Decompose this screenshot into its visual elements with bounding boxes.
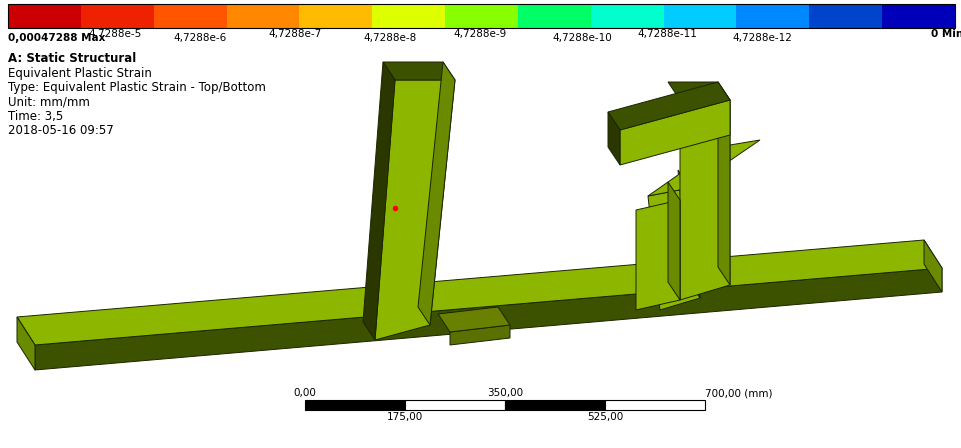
Text: Type: Equivalent Plastic Strain - Top/Bottom: Type: Equivalent Plastic Strain - Top/Bo… — [8, 81, 265, 94]
Text: 4,7288e-6: 4,7288e-6 — [174, 33, 227, 43]
Polygon shape — [382, 62, 455, 80]
Polygon shape — [437, 307, 509, 332]
Text: 4,7288e-12: 4,7288e-12 — [731, 33, 792, 43]
Bar — [808, 4, 881, 28]
Bar — [8, 4, 81, 28]
Bar — [305, 400, 405, 410]
Polygon shape — [375, 80, 455, 340]
Bar — [405, 400, 505, 410]
Bar — [226, 4, 299, 28]
Polygon shape — [648, 188, 700, 310]
Bar — [81, 4, 154, 28]
Text: 0 Min: 0 Min — [930, 29, 961, 39]
Polygon shape — [667, 182, 679, 300]
Text: 4,7288e-8: 4,7288e-8 — [362, 33, 416, 43]
Text: 0,00047288 Max: 0,00047288 Max — [8, 33, 106, 43]
Text: Unit: mm/mm: Unit: mm/mm — [8, 95, 89, 108]
Text: 350,00: 350,00 — [486, 388, 523, 398]
Text: 700,00 (mm): 700,00 (mm) — [704, 388, 772, 398]
Polygon shape — [678, 170, 700, 298]
Polygon shape — [607, 82, 729, 130]
Polygon shape — [418, 62, 455, 325]
Bar — [505, 400, 604, 410]
Text: 2018-05-16 09:57: 2018-05-16 09:57 — [8, 125, 113, 138]
Polygon shape — [17, 317, 35, 370]
Polygon shape — [635, 200, 679, 310]
Bar — [663, 4, 736, 28]
Text: 525,00: 525,00 — [586, 412, 623, 422]
Text: 4,7288e-5: 4,7288e-5 — [88, 29, 141, 39]
Bar — [154, 4, 226, 28]
Text: 4,7288e-9: 4,7288e-9 — [453, 29, 505, 39]
Polygon shape — [450, 325, 509, 345]
Bar — [517, 4, 590, 28]
Bar — [8, 4, 954, 28]
Bar — [445, 4, 517, 28]
Polygon shape — [717, 82, 729, 285]
Polygon shape — [667, 82, 729, 100]
Polygon shape — [679, 100, 729, 300]
Text: 4,7288e-11: 4,7288e-11 — [637, 29, 697, 39]
Polygon shape — [619, 100, 729, 165]
Text: A: Static Structural: A: Static Structural — [8, 52, 136, 65]
Text: 4,7288e-7: 4,7288e-7 — [268, 29, 321, 39]
Text: Time: 3,5: Time: 3,5 — [8, 110, 63, 123]
Bar — [299, 4, 372, 28]
Text: 4,7288e-10: 4,7288e-10 — [552, 33, 611, 43]
Polygon shape — [923, 240, 941, 292]
Bar — [881, 4, 954, 28]
Polygon shape — [607, 112, 619, 165]
Bar — [736, 4, 808, 28]
Text: 175,00: 175,00 — [386, 412, 423, 422]
Text: Equivalent Plastic Strain: Equivalent Plastic Strain — [8, 66, 152, 79]
Polygon shape — [17, 240, 941, 345]
Polygon shape — [648, 140, 759, 196]
Text: 0,00: 0,00 — [293, 388, 316, 398]
Bar — [372, 4, 445, 28]
Bar — [590, 4, 663, 28]
Polygon shape — [35, 268, 941, 370]
Polygon shape — [362, 62, 395, 340]
Bar — [604, 400, 704, 410]
